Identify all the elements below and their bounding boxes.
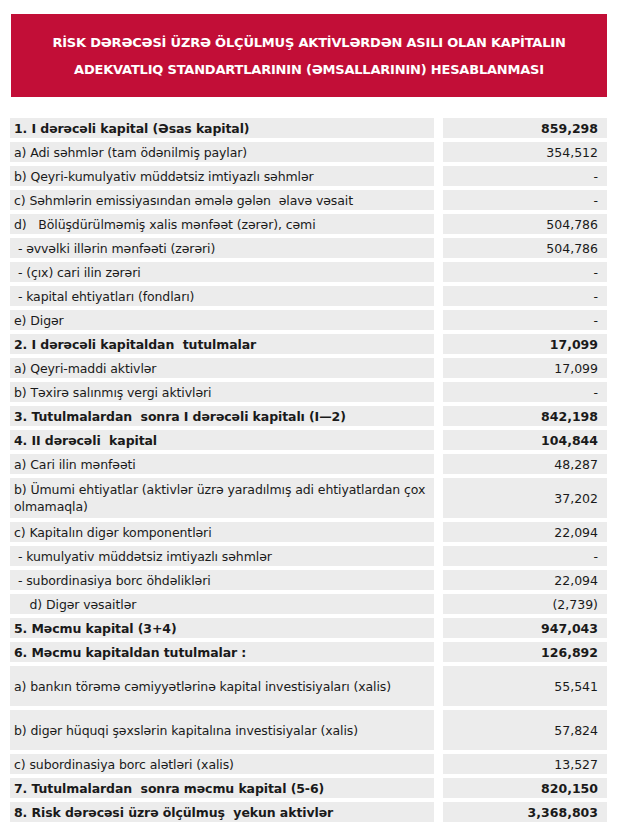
table-row: b) Qeyri-kumulyativ müddətsiz imtiyazlı … xyxy=(10,166,607,186)
row-label: a) Qeyri-maddi aktivlər xyxy=(10,358,434,378)
row-value: 48,287 xyxy=(443,454,607,474)
row-label: c) Kapitalın digər komponentləri xyxy=(10,522,434,542)
row-label: c) Səhmlərin emissiyasından əmələ gələn … xyxy=(10,190,434,210)
row-label: a) Adi səhmlər (tam ödənilmiş paylar) xyxy=(10,142,434,162)
row-label: a) bankın törəmə cəmiyyətlərinə kapital … xyxy=(10,666,434,706)
row-value: 126,892 xyxy=(443,642,607,662)
table-row: 4. II dərəcəli kapital 104,844 xyxy=(10,430,607,450)
row-value: - xyxy=(443,382,607,402)
table-row: - subordinasiya borc öhdəlikləri 22,094 xyxy=(10,570,607,590)
row-label: 5. Məcmu kapital (3+4) xyxy=(10,618,434,638)
table-row: 8. Risk dərəcəsi üzrə ölçülmuş yekun akt… xyxy=(10,802,607,822)
row-label: b) digər hüquqi şəxslərin kapitalına inv… xyxy=(10,710,434,750)
capital-table: 1. I dərəcəli kapital (Əsas kapital) 859,… xyxy=(10,118,607,822)
table-row: d) Bölüşdürülməmiş xalis mənfəət (zərər)… xyxy=(10,214,607,234)
row-label: d) Bölüşdürülməmiş xalis mənfəət (zərər)… xyxy=(10,214,434,234)
report-title-line2: ADEKVATLIQ STANDARTLARININ (ƏMSALLARININ… xyxy=(74,56,544,83)
row-label: 7. Tutulmalardan sonra məcmu kapital (5-… xyxy=(10,778,434,798)
row-label: a) Cari ilin mənfəəti xyxy=(10,454,434,474)
table-row: 1. I dərəcəli kapital (Əsas kapital) 859,… xyxy=(10,118,607,138)
table-row: - əvvəlki illərin mənfəəti (zərəri) 504,7… xyxy=(10,238,607,258)
row-value: 820,150 xyxy=(443,778,607,798)
table-row: 2. I dərəcəli kapitaldan tutulmalar 17,09… xyxy=(10,334,607,354)
row-value: - xyxy=(443,166,607,186)
table-row: b) Ümumi ehtiyatlar (aktivlər üzrə yarad… xyxy=(10,478,607,518)
row-label: 6. Məcmu kapitaldan tutulmalar : xyxy=(10,642,434,662)
row-value: 17,099 xyxy=(443,334,607,354)
row-value: 22,094 xyxy=(443,570,607,590)
table-row: b) Təxirə salınmış vergi aktivləri- xyxy=(10,382,607,402)
report-title-banner: RİSK DƏRƏCƏSİ ÜZRƏ ÖLÇÜLMUŞ AKTİVLƏRDƏN … xyxy=(11,14,607,97)
row-label: - kapital ehtiyatları (fondları) xyxy=(10,286,434,306)
row-value: - xyxy=(443,286,607,306)
table-row: c) Səhmlərin emissiyasından əmələ gələn … xyxy=(10,190,607,210)
row-label: - kumulyativ müddətsiz imtiyazlı səhmlər xyxy=(10,546,434,566)
row-value: 3,368,803 xyxy=(443,802,607,822)
table-row: - kumulyativ müddətsiz imtiyazlı səhmlər… xyxy=(10,546,607,566)
table-row: 6. Məcmu kapitaldan tutulmalar : 126,892 xyxy=(10,642,607,662)
table-row: d) Digər vəsaitlər (2,739) xyxy=(10,594,607,614)
table-row: c) subordinasiya borc alətləri (xalis) 13… xyxy=(10,754,607,774)
row-label: b) Qeyri-kumulyativ müddətsiz imtiyazlı … xyxy=(10,166,434,186)
row-value: 17,099 xyxy=(443,358,607,378)
table-row: b) digər hüquqi şəxslərin kapitalına inv… xyxy=(10,710,607,750)
table-row: - kapital ehtiyatları (fondları)- xyxy=(10,286,607,306)
row-value: - xyxy=(443,310,607,330)
row-value: 22,094 xyxy=(443,522,607,542)
row-label: b) Ümumi ehtiyatlar (aktivlər üzrə yarad… xyxy=(10,478,434,518)
row-label: e) Digər xyxy=(10,310,434,330)
report-title-line1: RİSK DƏRƏCƏSİ ÜZRƏ ÖLÇÜLMUŞ AKTİVLƏRDƏN … xyxy=(52,29,565,56)
row-value: - xyxy=(443,190,607,210)
table-row: - (çıx) cari ilin zərəri- xyxy=(10,262,607,282)
row-label: - subordinasiya borc öhdəlikləri xyxy=(10,570,434,590)
row-label: c) subordinasiya borc alətləri (xalis) xyxy=(10,754,434,774)
table-row: a) Qeyri-maddi aktivlər 17,099 xyxy=(10,358,607,378)
row-value: 504,786 xyxy=(443,214,607,234)
row-label: 4. II dərəcəli kapital xyxy=(10,430,434,450)
table-row: e) Digər- xyxy=(10,310,607,330)
row-value: 504,786 xyxy=(443,238,607,258)
table-row: 5. Məcmu kapital (3+4) 947,043 xyxy=(10,618,607,638)
row-value: - xyxy=(443,262,607,282)
table-row: 3. Tutulmalardan sonra I dərəcəli kapita… xyxy=(10,406,607,426)
row-value: 57,824 xyxy=(443,710,607,750)
row-value: (2,739) xyxy=(443,594,607,614)
table-row: a) bankın törəmə cəmiyyətlərinə kapital … xyxy=(10,666,607,706)
table-row: c) Kapitalın digər komponentləri 22,094 xyxy=(10,522,607,542)
row-value: 354,512 xyxy=(443,142,607,162)
table-row: 7. Tutulmalardan sonra məcmu kapital (5-… xyxy=(10,778,607,798)
row-value: 947,043 xyxy=(443,618,607,638)
table-row: a) Cari ilin mənfəəti 48,287 xyxy=(10,454,607,474)
row-value: 13,527 xyxy=(443,754,607,774)
row-label: 2. I dərəcəli kapitaldan tutulmalar xyxy=(10,334,434,354)
row-value: 842,198 xyxy=(443,406,607,426)
row-label: - (çıx) cari ilin zərəri xyxy=(10,262,434,282)
table-row: a) Adi səhmlər (tam ödənilmiş paylar) 354… xyxy=(10,142,607,162)
row-label: 1. I dərəcəli kapital (Əsas kapital) xyxy=(10,118,434,138)
row-value: 37,202 xyxy=(443,478,607,518)
row-value: 104,844 xyxy=(443,430,607,450)
row-label: 3. Tutulmalardan sonra I dərəcəli kapita… xyxy=(10,406,434,426)
row-label: - əvvəlki illərin mənfəəti (zərəri) xyxy=(10,238,434,258)
row-value: - xyxy=(443,546,607,566)
row-value: 55,541 xyxy=(443,666,607,706)
row-value: 859,298 xyxy=(443,118,607,138)
row-label: d) Digər vəsaitlər xyxy=(10,594,434,614)
row-label: 8. Risk dərəcəsi üzrə ölçülmuş yekun akt… xyxy=(10,802,434,822)
row-label: b) Təxirə salınmış vergi aktivləri xyxy=(10,382,434,402)
